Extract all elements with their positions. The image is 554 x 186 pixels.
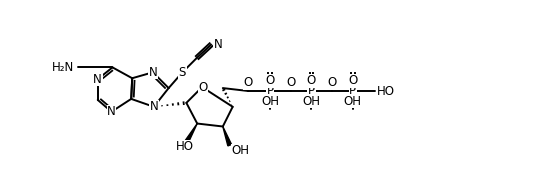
Text: OH: OH (261, 95, 279, 108)
Text: OH: OH (344, 95, 362, 108)
Text: O: O (327, 76, 337, 89)
Text: N: N (107, 105, 116, 118)
Text: OH: OH (232, 144, 250, 157)
Polygon shape (184, 124, 197, 143)
Polygon shape (223, 126, 232, 146)
Text: O: O (265, 74, 275, 87)
Text: O: O (348, 74, 357, 87)
Text: S: S (179, 66, 186, 79)
Text: O: O (244, 76, 253, 89)
Text: N: N (93, 73, 102, 86)
Text: O: O (198, 81, 208, 94)
Text: O: O (286, 76, 295, 89)
Text: HO: HO (377, 84, 394, 97)
Text: N: N (150, 100, 158, 113)
Text: P: P (350, 84, 356, 97)
Text: P: P (308, 84, 315, 97)
Text: H₂N: H₂N (52, 61, 74, 74)
Text: O: O (307, 74, 316, 87)
Text: HO: HO (176, 140, 193, 153)
Text: N: N (214, 38, 223, 51)
Text: OH: OH (302, 95, 320, 108)
Text: P: P (266, 84, 274, 97)
Text: N: N (148, 66, 157, 79)
